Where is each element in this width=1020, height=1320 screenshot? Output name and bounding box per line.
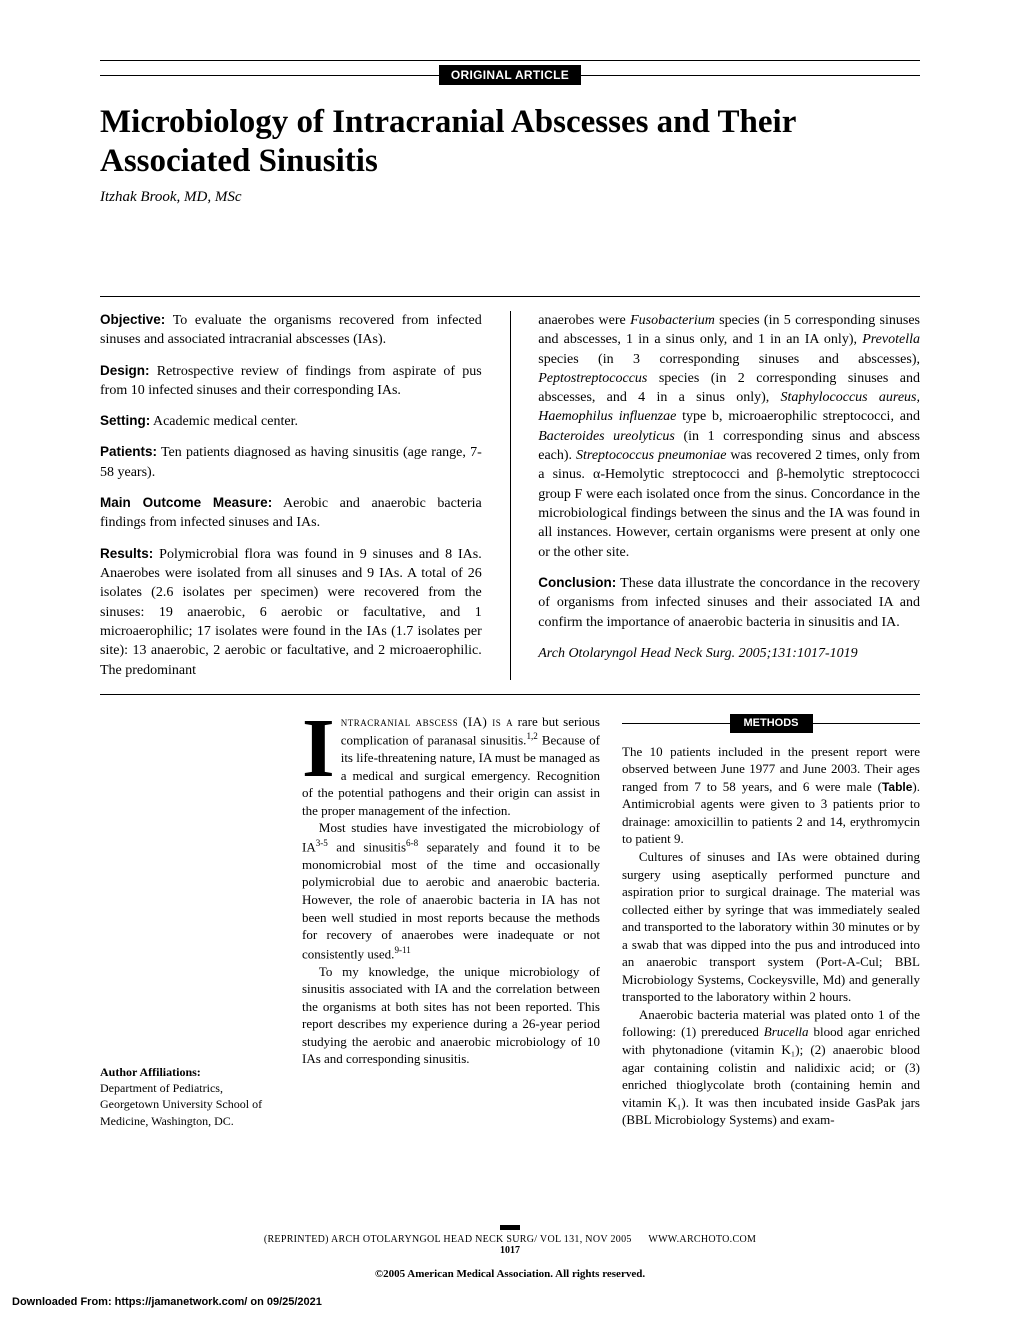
methods-label: METHODS bbox=[730, 714, 813, 733]
results-text: Polymicrobial flora was found in 9 sinus… bbox=[100, 547, 482, 678]
patients-label: Patients: bbox=[100, 444, 157, 459]
dropcap: I bbox=[302, 713, 341, 779]
article-title: Microbiology of Intracranial Abscesses a… bbox=[100, 103, 920, 181]
section-label-strip: ORIGINAL ARTICLE bbox=[100, 65, 920, 85]
abstract-left-column: Objective: To evaluate the organisms rec… bbox=[100, 311, 482, 680]
outcome-label: Main Outcome Measure: bbox=[100, 495, 272, 510]
results-label: Results: bbox=[100, 546, 153, 561]
ref-1-2: 1,2 bbox=[526, 731, 537, 741]
footer-marker bbox=[500, 1225, 520, 1230]
ref-3-5: 3-5 bbox=[316, 838, 328, 848]
species-peptostreptococcus: Peptostreptococcus bbox=[538, 371, 647, 386]
intro-p2c: separately and found it to be monomicrob… bbox=[302, 839, 600, 961]
copyright-line: ©2005 American Medical Association. All … bbox=[100, 1268, 920, 1280]
ref-6-8: 6-8 bbox=[406, 838, 418, 848]
page-number: 1017 bbox=[100, 1245, 920, 1256]
intro-lead: ntracranial abscess (IA) is a bbox=[341, 714, 513, 729]
download-provenance: Downloaded From: https://jamanetwork.com… bbox=[12, 1296, 322, 1308]
species-fusobacterium: Fusobacterium bbox=[630, 313, 715, 328]
objective-label: Objective: bbox=[100, 312, 165, 327]
patients-text: Ten patients diagnosed as having sinusit… bbox=[100, 445, 482, 479]
abstract-divider bbox=[510, 311, 511, 680]
footer-url: WWW.ARCHOTO.COM bbox=[648, 1234, 756, 1245]
methods-p3b: blood agar enriched with phytonadione (v… bbox=[622, 1024, 920, 1127]
abstract-citation: Arch Otolaryngol Head Neck Surg. 2005;13… bbox=[538, 644, 920, 663]
setting-text: Academic medical center. bbox=[150, 414, 298, 429]
results-cont-g: was recovered 2 times, only from a sinus… bbox=[538, 448, 920, 560]
methods-p2: Cultures of sinuses and IAs were obtaine… bbox=[622, 848, 920, 1006]
body-column-middle: Intracranial abscess (IA) is a rare but … bbox=[302, 713, 600, 1129]
body-columns: Author Affiliations: Department of Pedia… bbox=[100, 713, 920, 1129]
structured-abstract: Objective: To evaluate the organisms rec… bbox=[100, 296, 920, 695]
affiliation-heading: Author Affiliations: bbox=[100, 1064, 280, 1080]
design-label: Design: bbox=[100, 363, 150, 378]
results-cont-a: anaerobes were bbox=[538, 313, 630, 328]
intro-p3: To my knowledge, the unique microbiology… bbox=[302, 963, 600, 1068]
author-line: Itzhak Brook, MD, MSc bbox=[100, 189, 920, 206]
species-prevotella: Prevotella bbox=[862, 332, 920, 347]
page-footer: (REPRINTED) ARCH OTOLARYNGOL HEAD NECK S… bbox=[100, 1225, 920, 1280]
section-label: ORIGINAL ARTICLE bbox=[439, 65, 581, 85]
species-brucella: Brucella bbox=[764, 1024, 809, 1039]
methods-heading-strip: METHODS bbox=[622, 713, 920, 733]
table-reference: Table bbox=[882, 780, 912, 794]
affiliation-text: Department of Pediatrics, Georgetown Uni… bbox=[100, 1080, 280, 1129]
intro-p2b: and sinusitis bbox=[328, 839, 406, 854]
results-cont-e: type b, microaerophilic streptococci, an… bbox=[676, 409, 920, 424]
conclusion-label: Conclusion: bbox=[538, 575, 616, 590]
species-strep-pneumo: Streptococcus pneumoniae bbox=[576, 448, 726, 463]
design-text: Retrospective review of findings from as… bbox=[100, 364, 482, 398]
species-bacteroides: Bacteroides ureolyticus bbox=[538, 429, 675, 444]
abstract-right-column: anaerobes were Fusobacterium species (in… bbox=[538, 311, 920, 680]
setting-label: Setting: bbox=[100, 413, 150, 428]
ref-9-11: 9-11 bbox=[394, 945, 410, 955]
results-cont-c: species (in 3 corresponding sinuses and … bbox=[538, 352, 920, 367]
body-column-right: METHODS The 10 patients included in the … bbox=[622, 713, 920, 1129]
footer-reprinted: (REPRINTED) ARCH OTOLARYNGOL HEAD NECK S… bbox=[264, 1234, 632, 1245]
methods-p1a: The 10 patients included in the present … bbox=[622, 744, 920, 794]
affiliation-column: Author Affiliations: Department of Pedia… bbox=[100, 713, 280, 1129]
journal-page: ORIGINAL ARTICLE Microbiology of Intracr… bbox=[0, 0, 1020, 1320]
